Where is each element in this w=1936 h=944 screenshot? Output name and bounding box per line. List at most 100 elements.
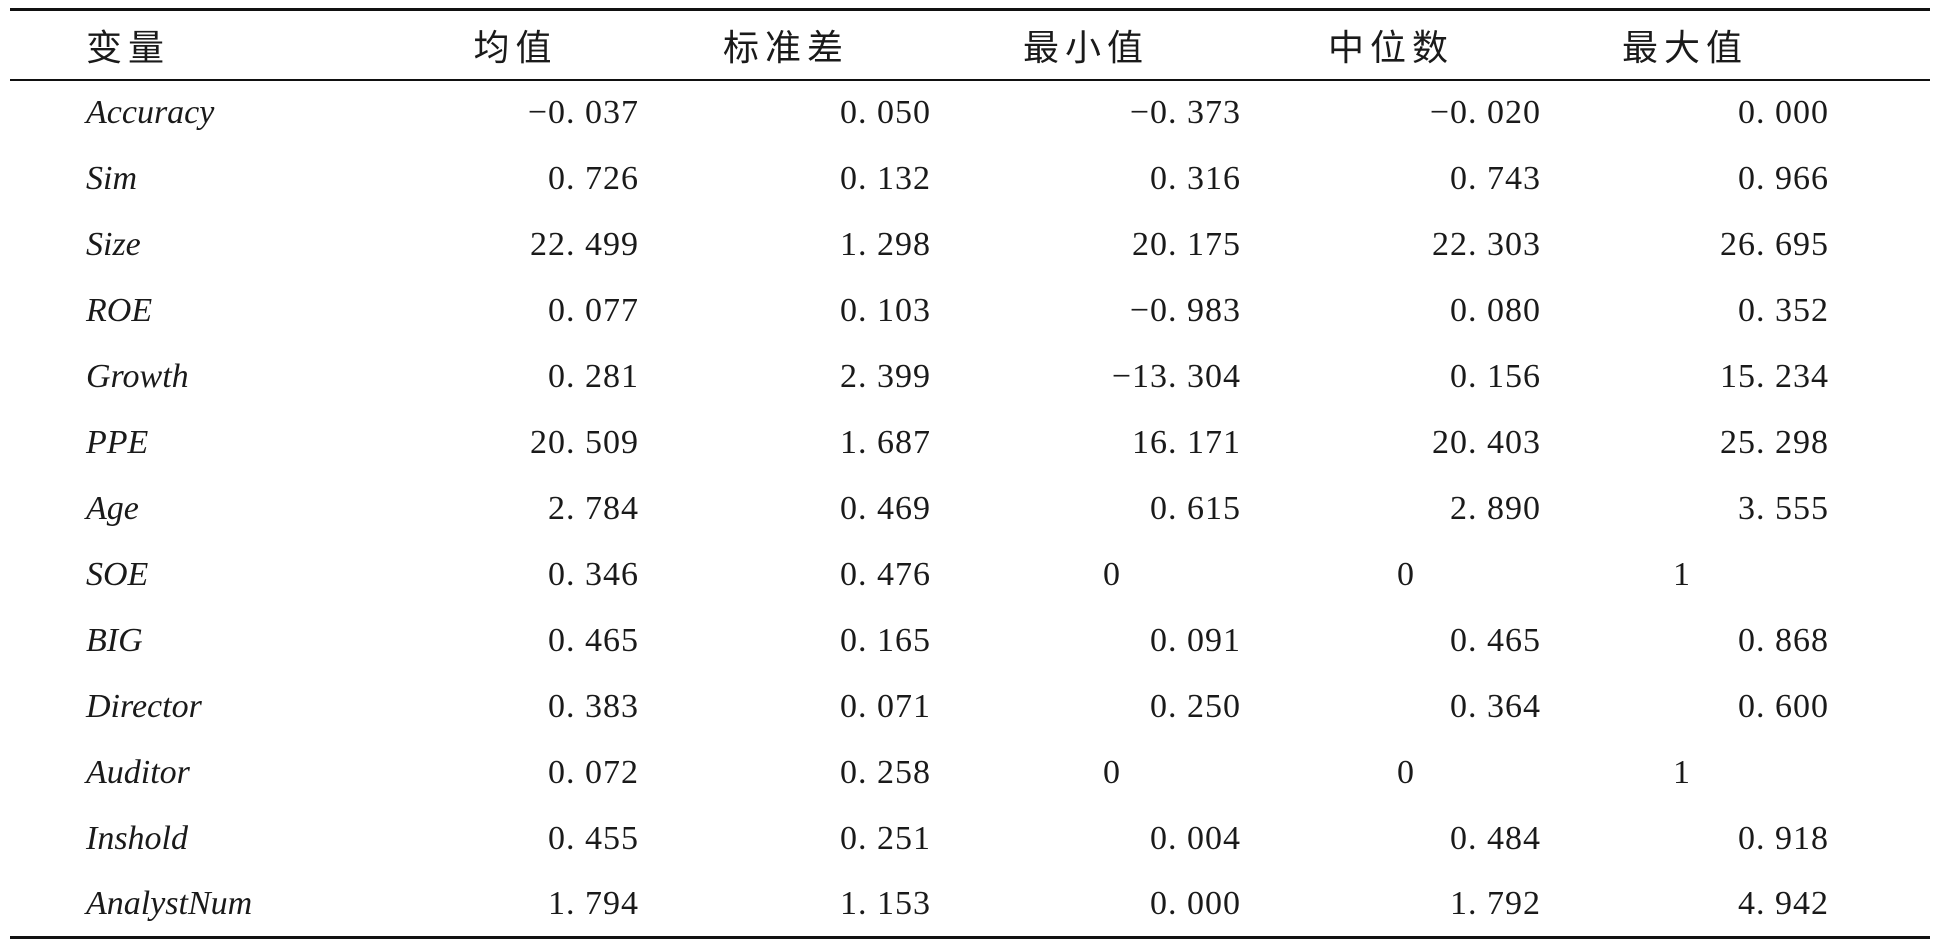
cell-max: 0. 966 (1738, 159, 1829, 197)
row-spacer (1829, 871, 1930, 939)
cell-min: 16. 171 (1132, 423, 1241, 461)
cell-min: 0 (1103, 555, 1121, 593)
cell-mean: 0. 077 (548, 291, 639, 329)
cell-min: −0. 373 (1129, 94, 1241, 131)
cell-std-dev: 2. 399 (840, 357, 931, 395)
cell-median: 0. 484 (1450, 819, 1541, 857)
cell-min: 0. 316 (1150, 159, 1241, 197)
cell-std-dev: 0. 258 (840, 753, 931, 791)
cell-median: 0. 465 (1450, 621, 1541, 659)
cell-mean: 0. 281 (548, 357, 639, 395)
row-spacer (1829, 476, 1930, 542)
header-max: 最大值 (1541, 8, 1829, 81)
cell-variable: PPE (86, 423, 149, 461)
cell-std-dev: 0. 050 (840, 94, 931, 131)
cell-std-dev: 1. 298 (840, 225, 931, 263)
row-spacer (1829, 608, 1930, 674)
cell-max: 0. 000 (1738, 94, 1829, 131)
row-spacer (1829, 278, 1930, 344)
cell-mean: 0. 465 (548, 621, 639, 659)
cell-median: 0. 364 (1450, 687, 1541, 725)
cell-variable: AnalystNum (10, 871, 390, 939)
cell-variable: ROE (86, 291, 153, 329)
header-median: 中位数 (1241, 8, 1541, 81)
table-row: Size 22. 499 1. 298 20. 175 22. 303 26. 695 (10, 212, 1930, 278)
cell-median: −0. 020 (1429, 94, 1541, 131)
cell-std-dev: 0. 071 (840, 687, 931, 725)
cell-max: 15. 234 (1720, 357, 1829, 395)
cell-median: 0. 080 (1450, 291, 1541, 329)
cell-median: 2. 890 (1450, 489, 1541, 527)
cell-median: 0. 743 (1450, 159, 1541, 197)
table-row: Inshold 0. 455 0. 251 0. 004 0. 484 0. 918 (10, 806, 1930, 872)
row-spacer (1829, 542, 1930, 608)
cell-min: 20. 175 (1132, 225, 1241, 263)
cell-max: 4. 942 (1541, 871, 1829, 939)
header-mean: 均值 (390, 8, 641, 81)
cell-std-dev: 0. 165 (840, 621, 931, 659)
cell-mean: 0. 072 (548, 753, 639, 791)
cell-median: 22. 303 (1432, 225, 1541, 263)
cell-variable: Inshold (86, 819, 188, 857)
cell-min: 0 (1103, 753, 1121, 791)
cell-std-dev: 1. 687 (840, 423, 931, 461)
cell-median: 0 (1397, 753, 1415, 791)
cell-variable: SOE (86, 555, 149, 593)
row-spacer (1829, 80, 1930, 146)
table-row: PPE 20. 509 1. 687 16. 171 20. 403 25. 298 (10, 410, 1930, 476)
cell-variable: Age (86, 489, 139, 527)
cell-mean: 0. 383 (548, 687, 639, 725)
cell-std-dev: 1. 153 (641, 871, 931, 939)
cell-min: 0. 000 (931, 871, 1241, 939)
cell-mean: 2. 784 (548, 489, 639, 527)
cell-variable: Size (86, 225, 141, 263)
cell-min: 0. 250 (1150, 687, 1241, 725)
cell-variable: Auditor (86, 753, 190, 791)
row-spacer (1829, 740, 1930, 806)
cell-median: 1. 792 (1241, 871, 1541, 939)
cell-mean: 1. 794 (390, 871, 641, 939)
cell-max: 0. 600 (1738, 687, 1829, 725)
cell-min: −13. 304 (1111, 357, 1241, 395)
cell-max: 0. 918 (1738, 819, 1829, 857)
cell-std-dev: 0. 132 (840, 159, 931, 197)
cell-max: 26. 695 (1720, 225, 1829, 263)
cell-mean: 0. 726 (548, 159, 639, 197)
row-spacer (1829, 806, 1930, 872)
cell-variable: Sim (86, 159, 137, 197)
cell-max: 0. 352 (1738, 291, 1829, 329)
cell-min: 0. 091 (1150, 621, 1241, 659)
cell-min: 0. 004 (1150, 819, 1241, 857)
cell-variable: Accuracy (86, 94, 215, 131)
cell-std-dev: 0. 251 (840, 819, 931, 857)
table-row: Growth 0. 281 2. 399 −13. 304 0. 156 15. 234 (10, 344, 1930, 410)
cell-max: 3. 555 (1738, 489, 1829, 527)
table-body: Accuracy −0. 037 0. 050 −0. 373 −0. 020 0. 00… (10, 80, 1930, 939)
cell-variable: BIG (86, 621, 143, 659)
cell-median: 0 (1397, 555, 1415, 593)
row-spacer (1829, 674, 1930, 740)
cell-mean: 20. 509 (530, 423, 639, 461)
cell-variable: Director (86, 687, 202, 725)
cell-variable: Growth (86, 357, 189, 395)
cell-max: 1 (1673, 753, 1691, 791)
cell-std-dev: 0. 476 (840, 555, 931, 593)
cell-median: 20. 403 (1432, 423, 1541, 461)
header-variable: 变量 (10, 8, 390, 81)
table-row: Auditor 0. 072 0. 258 0 0 1 (10, 740, 1930, 806)
header-spacer (1829, 8, 1930, 81)
row-spacer (1829, 212, 1930, 278)
row-spacer (1829, 146, 1930, 212)
table-row: ROE 0. 077 0. 103 −0. 983 0. 080 0. 352 (10, 278, 1930, 344)
header-min: 最小值 (931, 8, 1241, 81)
table-row: Accuracy −0. 037 0. 050 −0. 373 −0. 020 0. 00… (10, 80, 1930, 146)
table-row: SOE 0. 346 0. 476 0 0 1 (10, 542, 1930, 608)
cell-max: 0. 868 (1738, 621, 1829, 659)
table-row: BIG 0. 465 0. 165 0. 091 0. 465 0. 868 (10, 608, 1930, 674)
table-row: Sim 0. 726 0. 132 0. 316 0. 743 0. 966 (10, 146, 1930, 212)
table-header-row: 变量 均值 标准差 最小值 中位数 最大值 (10, 8, 1930, 81)
cell-mean: −0. 037 (527, 94, 639, 131)
cell-std-dev: 0. 103 (840, 291, 931, 329)
descriptive-statistics-table-container: 变量 均值 标准差 最小值 中位数 最大值 Accuracy −0. 037 0. … (10, 8, 1930, 939)
header-std-dev: 标准差 (641, 8, 931, 81)
